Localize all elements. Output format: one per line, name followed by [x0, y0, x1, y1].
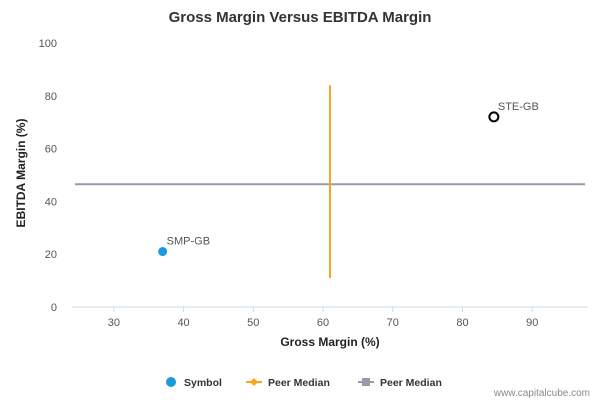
x-tick-label: 40	[177, 317, 189, 329]
point-label-ste-gb: STE-GB	[498, 101, 539, 113]
data-point-ste-gb	[488, 111, 500, 123]
y-tick-label: 100	[39, 38, 57, 50]
y-tick-label: 60	[45, 144, 57, 156]
legend-symbol-marker	[166, 377, 176, 387]
x-tick-label: 70	[387, 317, 399, 329]
y-axis-label: EBITDA Margin (%)	[14, 119, 28, 228]
x-axis-label: Gross Margin (%)	[280, 335, 379, 349]
point-label-smp-gb: SMP-GB	[167, 236, 210, 248]
legend-label: Symbol	[184, 377, 222, 389]
plot-area: 30 40 50 60 70 80 90 0 20 40 60 80 100 SMP-GB STE-GB	[39, 38, 588, 329]
data-point-smp-gb	[158, 247, 168, 257]
x-tick-label: 50	[247, 317, 259, 329]
legend-diamond-marker	[250, 378, 258, 386]
legend-label: Peer Median	[268, 377, 330, 389]
x-tick-label: 80	[456, 317, 468, 329]
x-tick-label: 60	[317, 317, 329, 329]
x-tick-label: 90	[526, 317, 538, 329]
legend-label: Peer Median	[380, 377, 442, 389]
y-tick-label: 80	[45, 91, 57, 103]
legend: Symbol Peer Median Peer Median	[166, 377, 442, 389]
y-tick-label: 20	[45, 249, 57, 261]
y-tick-label: 0	[51, 302, 57, 314]
x-tick-label: 30	[108, 317, 120, 329]
legend-square-marker	[362, 378, 370, 386]
y-tick-label: 40	[45, 196, 57, 208]
chart-title: Gross Margin Versus EBITDA Margin	[169, 9, 432, 26]
watermark: www.capitalcube.com	[493, 388, 590, 399]
